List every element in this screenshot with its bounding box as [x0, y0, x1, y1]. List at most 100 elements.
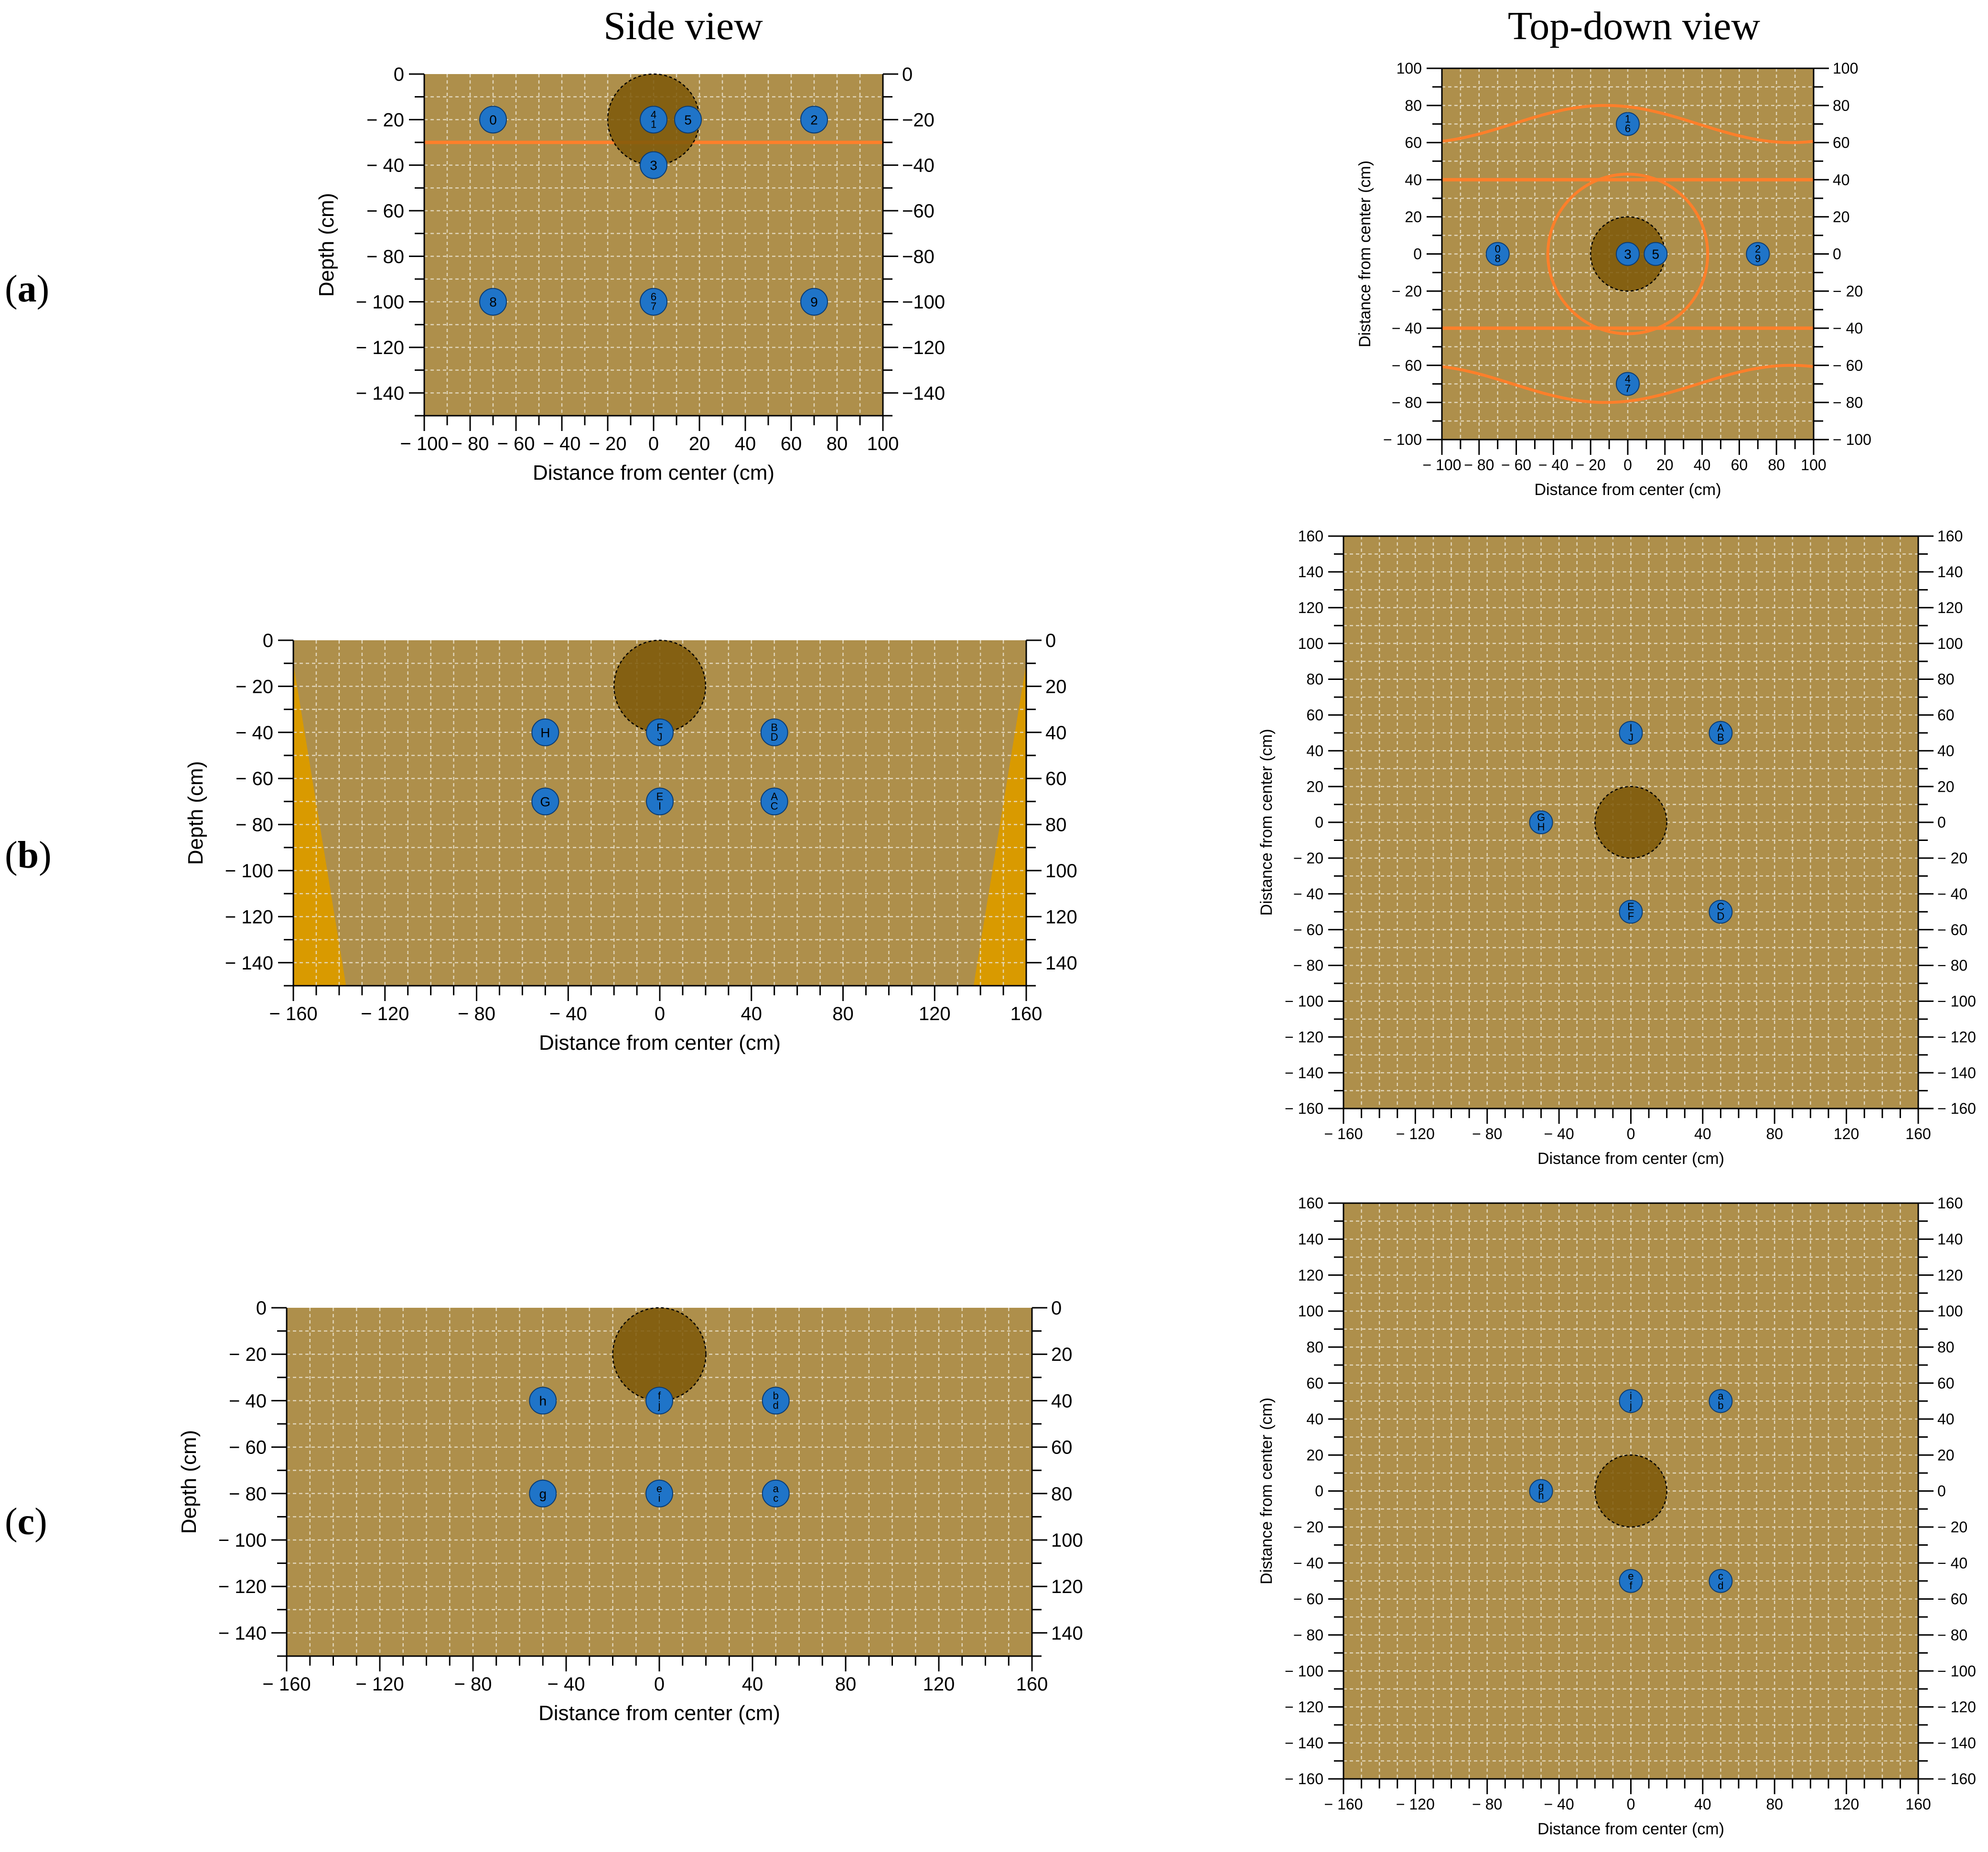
y-tick-label-right: 40 — [1045, 722, 1067, 743]
y-tick-label-left: − 80 — [236, 815, 273, 836]
x-tick-label: − 100 — [1423, 456, 1461, 474]
sensor-a-top-2: 3 — [1616, 242, 1640, 266]
sensor-dot — [640, 106, 667, 134]
sensor-dot — [1619, 900, 1643, 924]
y-tick-label-right: −120 — [902, 337, 945, 358]
x-tick-label: 20 — [1656, 456, 1674, 474]
sensor-dot — [760, 718, 788, 746]
y-tick-label-right: 120 — [1045, 906, 1077, 927]
y-tick-label-right: − 20 — [1937, 1518, 1967, 1536]
sensor-dot — [640, 151, 667, 179]
y-tick-label-left: − 100 — [1383, 431, 1422, 448]
y-tick-label-left: − 100 — [225, 861, 273, 882]
y-tick-label-right: 120 — [1937, 599, 1963, 616]
y-tick-label-right: 160 — [1937, 1195, 1963, 1212]
y-tick-label-right: 20 — [1833, 208, 1850, 226]
sensor-dot — [1529, 1479, 1553, 1503]
y-tick-label-left: − 40 — [1293, 1554, 1323, 1572]
sensor-label: 0 — [489, 112, 497, 127]
sensor-dot — [529, 1387, 557, 1415]
y-tick-label-right: − 60 — [1937, 1591, 1967, 1608]
sensor-a-side-3: 2 — [800, 106, 828, 134]
row-label-a: (a) — [5, 268, 50, 310]
y-tick-label-right: − 100 — [1833, 431, 1871, 448]
sensor-a-side-7: 9 — [800, 288, 828, 316]
sensor-a-side-4: 3 — [640, 151, 667, 179]
y-tick-label-left: − 100 — [218, 1530, 267, 1551]
side-view-title: Side view — [603, 4, 763, 48]
sensor-dot — [1485, 242, 1510, 266]
y-tick-label-right: 100 — [1051, 1530, 1083, 1551]
x-tick-label: 20 — [689, 433, 710, 454]
y-tick-label-left: − 60 — [1392, 357, 1422, 374]
x-tick-label: − 80 — [1472, 1125, 1502, 1142]
axes — [409, 73, 898, 431]
y-tick-label-right: 0 — [1051, 1298, 1062, 1319]
y-tick-label-right: − 100 — [1937, 1662, 1976, 1680]
y-tick-label-right: 140 — [1051, 1623, 1083, 1644]
x-tick-label: 100 — [1801, 456, 1826, 474]
x-tick-label: 80 — [1766, 1125, 1783, 1142]
x-axis-title: Distance from center (cm) — [1537, 1820, 1724, 1838]
sensor-dot — [645, 1387, 673, 1415]
x-tick-label: 160 — [1905, 1125, 1931, 1142]
axes — [1328, 535, 1934, 1124]
y-tick-label-left: − 140 — [1285, 1734, 1323, 1752]
sensor-dot — [760, 787, 788, 816]
y-tick-label-right: − 140 — [1937, 1734, 1976, 1752]
x-tick-label: − 80 — [451, 433, 489, 454]
y-tick-label-left: − 20 — [1293, 850, 1323, 867]
y-tick-label-left: − 100 — [356, 292, 404, 313]
sensor-dot — [1709, 1569, 1733, 1593]
y-tick-label-right: −80 — [902, 246, 935, 267]
sensor-dot — [1709, 1389, 1733, 1413]
y-tick-label-left: − 80 — [366, 246, 404, 267]
y-tick-label-left: 0 — [1413, 246, 1422, 263]
y-tick-label-left: − 120 — [356, 337, 404, 358]
y-tick-label-left: 0 — [1315, 1483, 1323, 1500]
sensor-label: 3 — [650, 158, 657, 173]
orange-circle — [1546, 172, 1709, 335]
sensor-dot — [646, 718, 674, 746]
y-tick-label-left: − 100 — [1285, 993, 1323, 1010]
panel-b-top: I J A B G H E F C D − 160 − 120 − 80 − 40 0 40 80 120 160 1… — [1257, 528, 1976, 1168]
x-axis-title: Distance from center (cm) — [1534, 481, 1721, 499]
x-tick-label: − 60 — [497, 433, 535, 454]
x-tick-label: 100 — [867, 433, 899, 454]
y-tick-label-left: 80 — [1306, 1338, 1323, 1356]
y-tick-label-left: − 40 — [1392, 320, 1422, 337]
sensor-dot — [1709, 721, 1733, 745]
y-axis-title: Distance from center (cm) — [1257, 1398, 1276, 1584]
x-tick-label: − 160 — [262, 1674, 311, 1695]
y-tick-label-right: 100 — [1045, 861, 1077, 882]
lower-wave-line — [1441, 364, 1814, 404]
sensor-dot — [640, 288, 667, 316]
x-tick-label: − 40 — [1544, 1796, 1574, 1813]
x-tick-label: 0 — [648, 433, 659, 454]
x-tick-label: 120 — [1834, 1796, 1859, 1813]
y-tick-label-right: − 40 — [1833, 320, 1863, 337]
y-tick-label-left: 100 — [1298, 1303, 1323, 1320]
y-tick-label-right: 40 — [1051, 1390, 1073, 1411]
x-tick-label: − 20 — [1576, 456, 1606, 474]
y-tick-label-left: 0 — [256, 1298, 267, 1319]
y-tick-label-right: 40 — [1937, 1411, 1955, 1428]
sensor-dot — [1619, 1569, 1643, 1593]
y-tick-label-right: − 80 — [1833, 394, 1863, 411]
sensor-label: 9 — [810, 295, 818, 310]
